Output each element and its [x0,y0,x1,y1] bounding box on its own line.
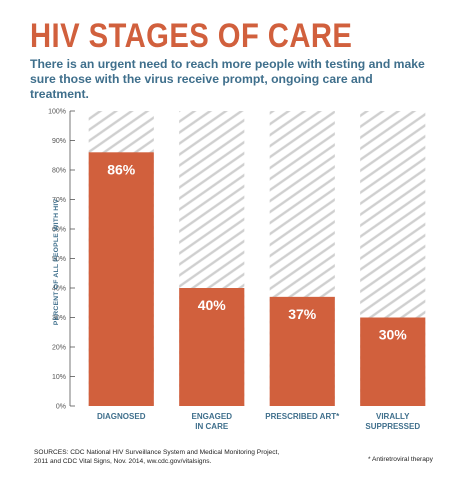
category-label: PRESCRIBED ART* [265,412,340,421]
category-label: VIRALLY [376,412,410,421]
y-axis: 0% 10% 20% 30% 40% 50% 60% 70% 80% 90% 100% [48,109,75,411]
y-tick-label: 90% [52,138,66,145]
y-tick-label: 0% [56,404,66,411]
y-tick-label: 70% [52,197,66,204]
page-title: HIV STAGES OF CARE [30,17,353,55]
sources-note: SOURCES: CDC National HIV Surveillance S… [34,449,280,465]
bar [88,152,154,406]
bar [179,288,245,406]
page-subtitle: There is an urgent need to reach more pe… [30,57,425,101]
value-labels: 86% 40% 37% 30% [107,161,407,342]
y-axis-label: PERCENT OF ALL PEOPLE WITH HIV [53,199,60,326]
y-tick-label: 20% [52,345,66,352]
bar [360,317,426,406]
y-tick-label: 100% [48,109,66,116]
y-tick-label: 80% [52,168,66,175]
y-tick-label: 30% [52,315,66,322]
category-label: DIAGNOSED [97,412,146,421]
category-label: IN CARE [195,422,229,431]
y-tick-label: 10% [52,374,66,381]
bar-value-label: 86% [107,161,136,177]
bar-value-label: 30% [379,327,408,343]
y-tick-label: 50% [52,256,66,263]
bar-value-label: 37% [288,306,317,322]
y-tick-label: 40% [52,286,66,293]
footnote: * Antiretroviral therapy [368,456,433,463]
category-label: ENGAGED [192,412,233,421]
bar [269,296,335,406]
category-label: SUPPRESSED [365,422,420,431]
y-tick-label: 60% [52,227,66,234]
bar-value-label: 40% [198,297,227,313]
bars [88,152,426,406]
